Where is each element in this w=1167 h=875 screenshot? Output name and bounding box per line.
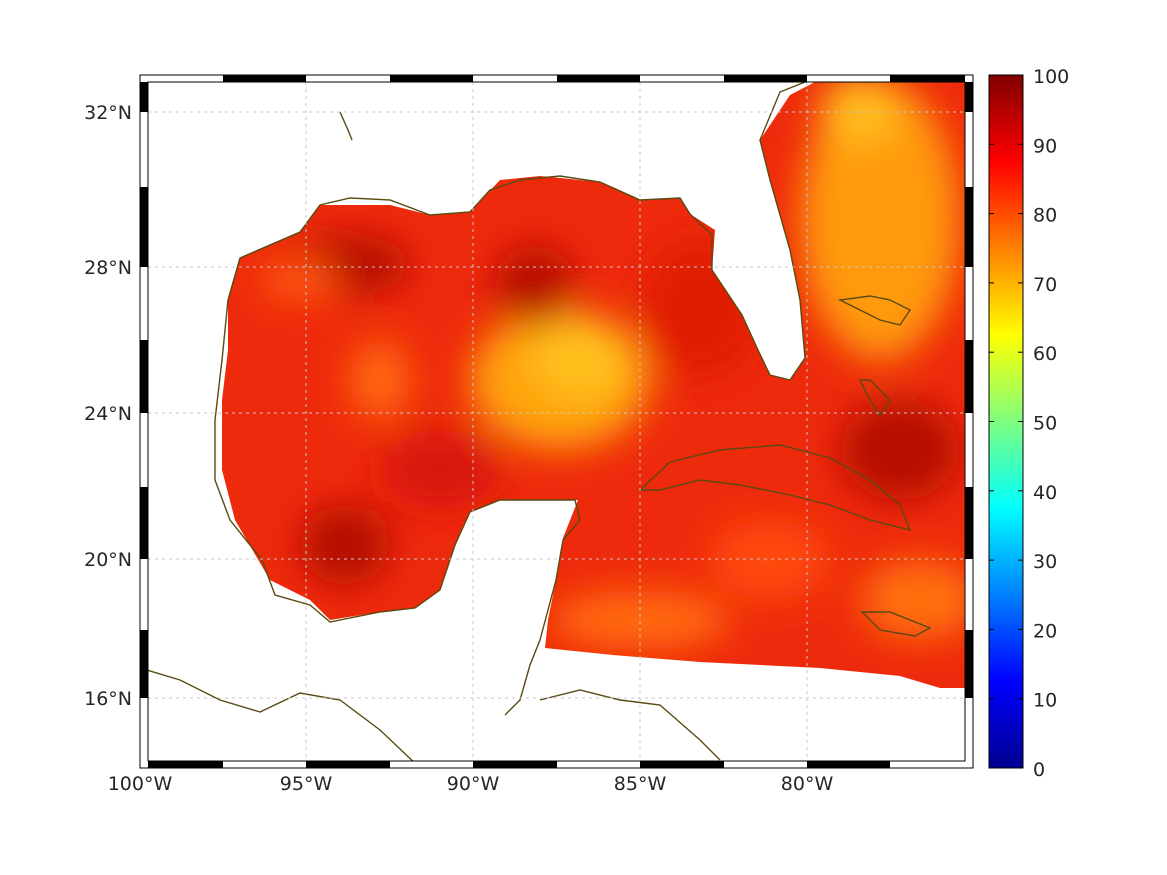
colorbar-tick-label: 10 [1033, 690, 1057, 712]
colorbar-tick-label: 50 [1033, 413, 1057, 435]
colorbar-tick-label: 70 [1033, 274, 1057, 296]
lon-tick-label: 95°W [280, 773, 333, 795]
lat-tick-label: 28°N [84, 257, 132, 279]
colorbar-tick-label: 90 [1033, 135, 1057, 157]
colorbar-tick-label: 80 [1033, 205, 1057, 227]
colorbar-tick-label: 0 [1033, 759, 1045, 781]
colorbar-tick-label: 30 [1033, 551, 1057, 573]
lon-tick-label: 90°W [447, 773, 500, 795]
coastlines [148, 82, 932, 761]
lon-tick-labels: 100°W 95°W 90°W 85°W 80°W [108, 773, 834, 795]
colorbar: 0 10 20 30 40 50 60 70 80 90 100 [988, 66, 1069, 781]
colorbar-tick-label: 100 [1033, 66, 1069, 88]
lat-tick-label: 16°N [84, 688, 132, 710]
colorbar-tick-label: 20 [1033, 620, 1057, 642]
lat-tick-labels: 32°N 28°N 24°N 20°N 16°N [84, 102, 132, 710]
gridlines [148, 82, 965, 761]
colorbar-tick-label: 40 [1033, 482, 1057, 504]
lat-tick-label: 24°N [84, 403, 132, 425]
lat-tick-label: 32°N [84, 102, 132, 124]
map-frame [139, 74, 974, 769]
lon-tick-label: 100°W [108, 773, 173, 795]
colorbar-gradient [988, 74, 1024, 769]
colorbar-ticks: 0 10 20 30 40 50 60 70 80 90 100 [989, 66, 1069, 781]
lon-tick-label: 85°W [614, 773, 667, 795]
lon-tick-label: 80°W [781, 773, 834, 795]
colorbar-tick-label: 60 [1033, 343, 1057, 365]
lat-tick-label: 20°N [84, 549, 132, 571]
